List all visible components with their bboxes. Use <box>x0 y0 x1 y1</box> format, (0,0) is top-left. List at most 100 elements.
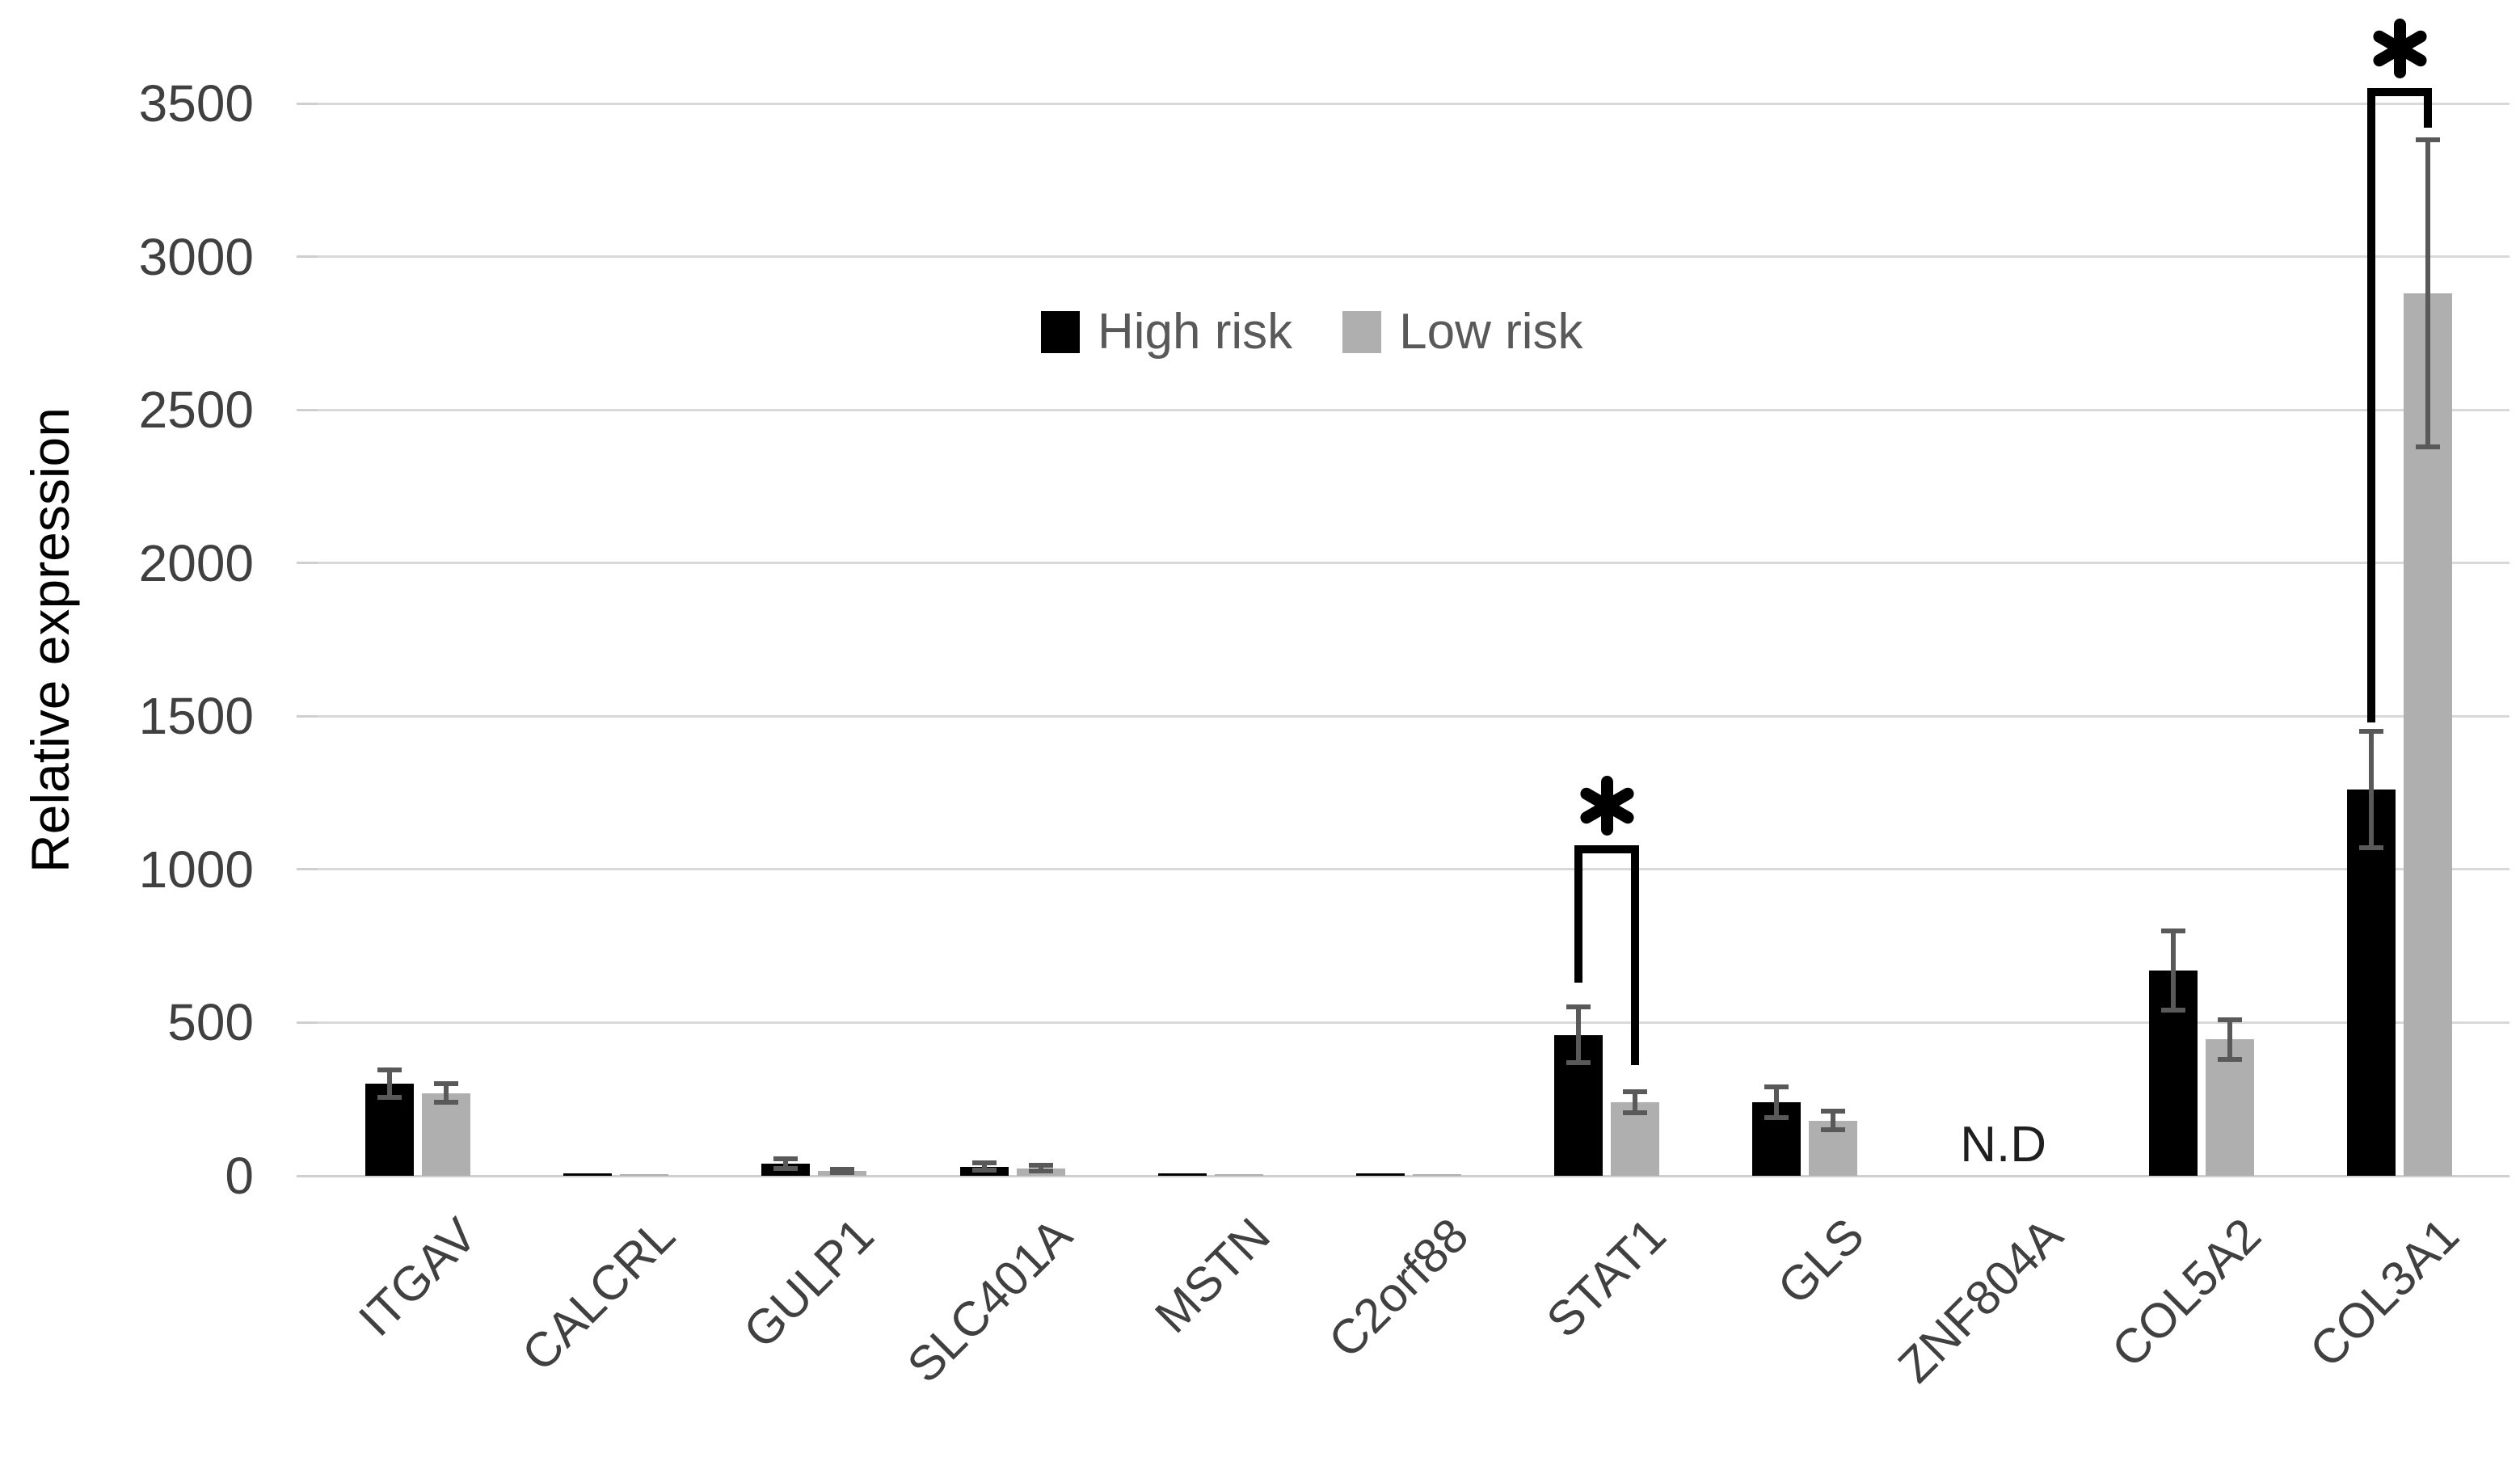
bar-low-risk-CALCRL <box>620 1174 669 1176</box>
y-tick-label-3000: 3000 <box>138 227 254 286</box>
error-bar-GLS <box>1831 1111 1836 1131</box>
x-tick-label-COL5A2: COL5A2 <box>2101 1207 2271 1378</box>
error-bar-SLC401A <box>1038 1165 1043 1171</box>
y-tick-label-1500: 1500 <box>138 687 254 746</box>
legend-label-low-risk: Low risk <box>1399 304 1583 360</box>
gridline-2000 <box>318 562 2509 565</box>
y-tick-2000 <box>297 562 318 565</box>
error-cap-top-GLS <box>1764 1084 1789 1090</box>
sig-bracket-left-leg-COL3A1 <box>2367 88 2375 722</box>
y-tick-1000 <box>297 868 318 871</box>
error-cap-bottom-COL3A1 <box>2359 845 2383 851</box>
gridline-1000 <box>318 868 2509 871</box>
error-bar-GULP1 <box>783 1159 789 1169</box>
error-cap-bottom-COL3A1 <box>2416 444 2440 449</box>
error-bar-STAT1 <box>1633 1091 1638 1114</box>
error-bar-COL5A2 <box>2170 930 2176 1011</box>
x-tick-label-STAT1: STAT1 <box>1536 1207 1677 1348</box>
error-cap-bottom-COL5A2 <box>2217 1056 2242 1062</box>
legend-swatch-low-risk <box>1342 311 1382 353</box>
x-tick-label-GLS: GLS <box>1768 1207 1875 1315</box>
gridline-500 <box>318 1021 2509 1024</box>
error-cap-top-GULP1 <box>830 1167 855 1173</box>
y-tick-label-0: 0 <box>225 1147 254 1205</box>
y-tick-label-500: 500 <box>167 993 254 1052</box>
not-detected-label: N.D <box>1960 1117 2046 1173</box>
error-cap-bottom-GULP1 <box>773 1165 799 1171</box>
x-tick-label-GULP1: GULP1 <box>732 1207 884 1359</box>
bar-low-risk-COL5A2 <box>2205 1039 2254 1176</box>
x-tick-label-C2orf88: C2orf88 <box>1317 1207 1478 1368</box>
error-cap-top-SLC401A <box>1028 1163 1053 1169</box>
bar-low-risk-C2orf88 <box>1413 1174 1461 1176</box>
x-tick-label-MSTN: MSTN <box>1144 1207 1280 1344</box>
y-tick-1500 <box>297 714 318 718</box>
y-tick-label-2000: 2000 <box>138 533 254 592</box>
x-tick-label-ZNF804A: ZNF804A <box>1887 1207 2073 1393</box>
error-cap-top-STAT1 <box>1623 1089 1648 1094</box>
error-cap-top-SLC401A <box>971 1160 997 1166</box>
sig-bracket-top-COL3A1 <box>2367 88 2432 97</box>
error-cap-bottom-GLS <box>1764 1114 1789 1120</box>
error-bar-ITGAV <box>444 1084 449 1102</box>
sig-bracket-top-STAT1 <box>1574 844 1640 853</box>
bar-high-risk-CALCRL <box>563 1173 613 1176</box>
error-cap-bottom-GULP1 <box>830 1170 855 1176</box>
gridline-1500 <box>318 714 2509 718</box>
gridline-3000 <box>318 255 2509 259</box>
y-tick-0 <box>297 1174 318 1177</box>
error-cap-bottom-COL5A2 <box>2160 1008 2185 1013</box>
y-tick-label-2500: 2500 <box>138 381 254 440</box>
bar-low-risk-MSTN <box>1214 1174 1263 1176</box>
error-cap-top-ITGAV <box>377 1067 402 1073</box>
legend: High risk Low risk <box>1041 307 1633 357</box>
error-cap-top-STAT1 <box>1566 1004 1591 1010</box>
y-tick-3500 <box>297 102 318 105</box>
error-cap-bottom-STAT1 <box>1623 1110 1648 1116</box>
significance-asterisk-COL3A1 <box>2370 19 2429 79</box>
y-tick-500 <box>297 1021 318 1024</box>
x-tick-label-ITGAV: ITGAV <box>348 1207 487 1347</box>
legend-swatch-high-risk <box>1041 311 1080 353</box>
error-cap-bottom-SLC401A <box>1028 1168 1053 1173</box>
error-cap-bottom-ITGAV <box>434 1100 458 1105</box>
y-tick-2500 <box>297 408 318 411</box>
error-cap-bottom-ITGAV <box>377 1095 402 1101</box>
sig-bracket-left-leg-STAT1 <box>1574 844 1583 983</box>
bar-high-risk-COL3A1 <box>2347 790 2396 1176</box>
error-bar-COL5A2 <box>2227 1019 2232 1059</box>
gridline-2500 <box>318 408 2509 411</box>
error-cap-top-COL5A2 <box>2217 1017 2242 1022</box>
error-bar-STAT1 <box>1576 1007 1582 1063</box>
x-tick-label-SLC401A: SLC401A <box>896 1207 1082 1393</box>
error-bar-ITGAV <box>387 1070 392 1098</box>
y-tick-label-1000: 1000 <box>138 840 254 899</box>
y-tick-3000 <box>297 255 318 259</box>
error-bar-GLS <box>1774 1087 1780 1118</box>
error-cap-top-COL5A2 <box>2160 928 2185 933</box>
x-tick-label-CALCRL: CALCRL <box>512 1207 686 1382</box>
significance-asterisk-STAT1 <box>1578 775 1636 836</box>
bar-low-risk-ITGAV <box>422 1093 470 1176</box>
legend-label-high-risk: High risk <box>1098 304 1293 360</box>
error-cap-top-ITGAV <box>434 1081 458 1087</box>
bar-high-risk-MSTN <box>1157 1173 1207 1176</box>
error-cap-bottom-SLC401A <box>971 1168 997 1173</box>
gridline-3500 <box>318 102 2509 105</box>
error-cap-top-COL3A1 <box>2416 137 2440 143</box>
error-cap-top-COL3A1 <box>2359 729 2383 735</box>
gridline-0 <box>318 1174 2509 1177</box>
y-axis-title: Relative expression <box>20 407 80 873</box>
y-tick-label-3500: 3500 <box>138 74 254 133</box>
sig-bracket-right-leg-STAT1 <box>1631 844 1640 1066</box>
error-cap-bottom-GLS <box>1821 1127 1846 1133</box>
error-cap-top-GULP1 <box>773 1156 799 1162</box>
error-bar-SLC401A <box>981 1163 987 1171</box>
error-cap-bottom-STAT1 <box>1566 1059 1591 1065</box>
sig-bracket-right-leg-COL3A1 <box>2424 88 2432 128</box>
x-tick-label-COL3A1: COL3A1 <box>2299 1207 2469 1378</box>
bar-high-risk-C2orf88 <box>1356 1173 1405 1176</box>
error-bar-COL3A1 <box>2369 731 2374 849</box>
error-bar-COL3A1 <box>2425 140 2430 447</box>
